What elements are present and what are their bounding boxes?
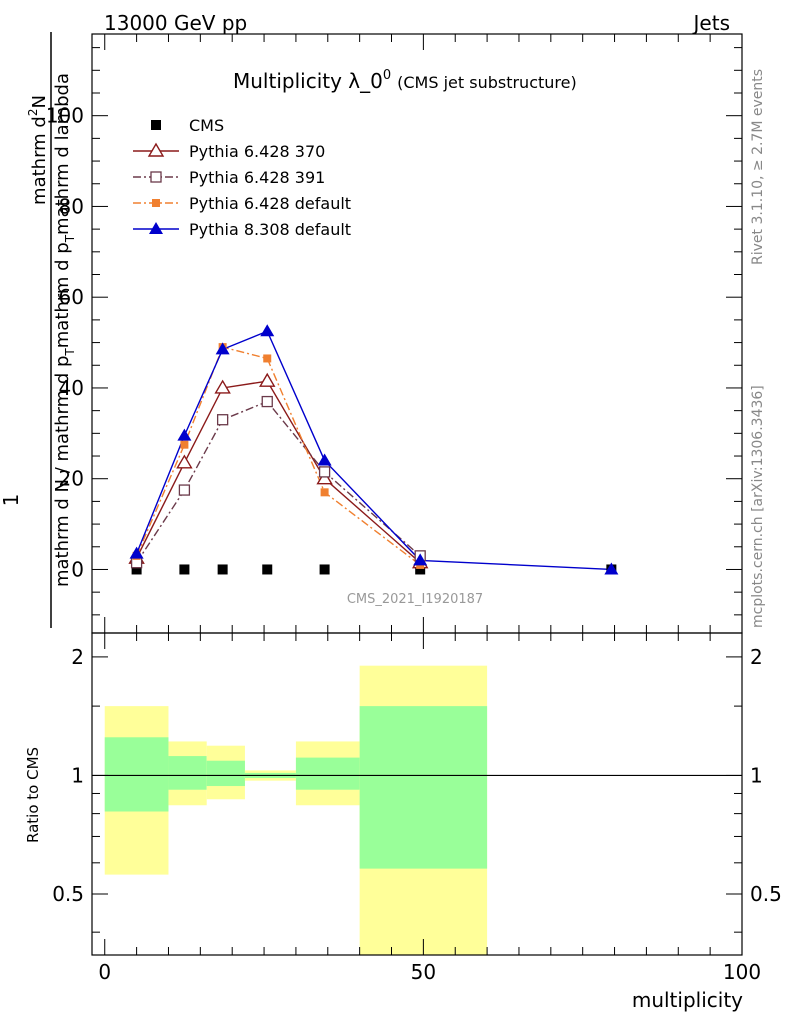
upper-ytick-label: 20 (59, 467, 84, 491)
data-point (147, 142, 165, 157)
legend-label: Pythia 6.428 default (189, 194, 351, 213)
lower-ytick-label-right: 2 (750, 645, 763, 669)
watermark: CMS_2021_I1920187 (347, 592, 483, 607)
series-line (135, 330, 612, 571)
header-jets: Jets (692, 11, 730, 35)
series-line (135, 346, 421, 566)
data-point (180, 440, 189, 449)
upper-ytick-label: 40 (59, 376, 84, 400)
xtick-label: 50 (411, 960, 436, 984)
data-point (260, 324, 275, 337)
data-point (316, 470, 333, 485)
ylabel-one: 1 (0, 494, 23, 507)
ratio-band-green (168, 756, 207, 790)
data-point (149, 222, 163, 234)
data-point (320, 488, 329, 497)
upper-ytick-label: 80 (59, 194, 84, 218)
xtick-label: 100 (723, 960, 761, 984)
ylabel-numerator: mathrm d2N (26, 95, 50, 205)
data-point (151, 120, 161, 130)
data-point (215, 342, 230, 355)
data-point (177, 428, 192, 441)
data-point (604, 562, 619, 575)
upper-ytick-label: 60 (59, 285, 84, 309)
legend-label: CMS (189, 116, 224, 135)
data-point (214, 379, 231, 394)
lower-ytick-label: 0.5 (52, 882, 84, 906)
data-point (319, 564, 330, 575)
data-point (216, 414, 229, 426)
lower-ytick-label: 1 (71, 763, 84, 787)
series-line (136, 400, 421, 564)
rivet-label: Rivet 3.1.10, ≥ 2.7M events (750, 69, 766, 265)
legend: CMS Pythia 6.428 370 Pythia 6.428 391 Pythi… (133, 116, 351, 239)
xlabel: multiplicity (632, 988, 743, 1012)
data-point (415, 564, 426, 575)
data-point (262, 564, 273, 575)
legend-label: Pythia 8.308 default (189, 220, 351, 239)
lower-ytick-label: 2 (71, 645, 84, 669)
ratio-band-green (104, 737, 169, 812)
mcplots-label: mcplots.cern.ch [arXiv:1306.3436] (750, 385, 766, 628)
data-point (131, 564, 142, 575)
data-point (217, 564, 228, 575)
ylabel-denominator: mathrm d N / mathrm d pTmathrm d pTmathr… (52, 73, 77, 587)
data-point (263, 354, 272, 363)
data-point (318, 466, 331, 478)
xtick-label: 0 (98, 960, 111, 984)
ratio-band-green (359, 706, 488, 869)
data-point (129, 546, 144, 559)
ratio-band-green (295, 757, 360, 790)
lower-frame (91, 632, 743, 956)
upper-ylabel: 1 mathrm d2N mathrm d N / mathrm d pTmat… (0, 32, 77, 628)
data-point (179, 564, 190, 575)
data-point (261, 395, 273, 408)
data-point (413, 553, 428, 566)
data-point (176, 454, 193, 469)
data-point (152, 199, 160, 207)
upper-ytick-label: 0 (71, 557, 84, 581)
data-point (178, 484, 191, 496)
upper-ytick-label: 100 (46, 104, 84, 128)
data-point (317, 453, 332, 466)
ratio-band-green (206, 760, 245, 787)
legend-label: Pythia 6.428 370 (189, 142, 325, 161)
data-point (259, 372, 276, 387)
series-line (135, 380, 421, 564)
chart-title: Multiplicity λ_00 (CMS jet substructure) (233, 68, 577, 93)
header-energy: 13000 GeV pp (104, 11, 247, 35)
lower-ylabel: Ratio to CMS (24, 747, 42, 843)
lower-ytick-label-right: 1 (750, 763, 763, 787)
legend-label: Pythia 6.428 391 (189, 168, 325, 187)
lower-ytick-label-right: 0.5 (750, 882, 782, 906)
data-point (150, 171, 162, 183)
